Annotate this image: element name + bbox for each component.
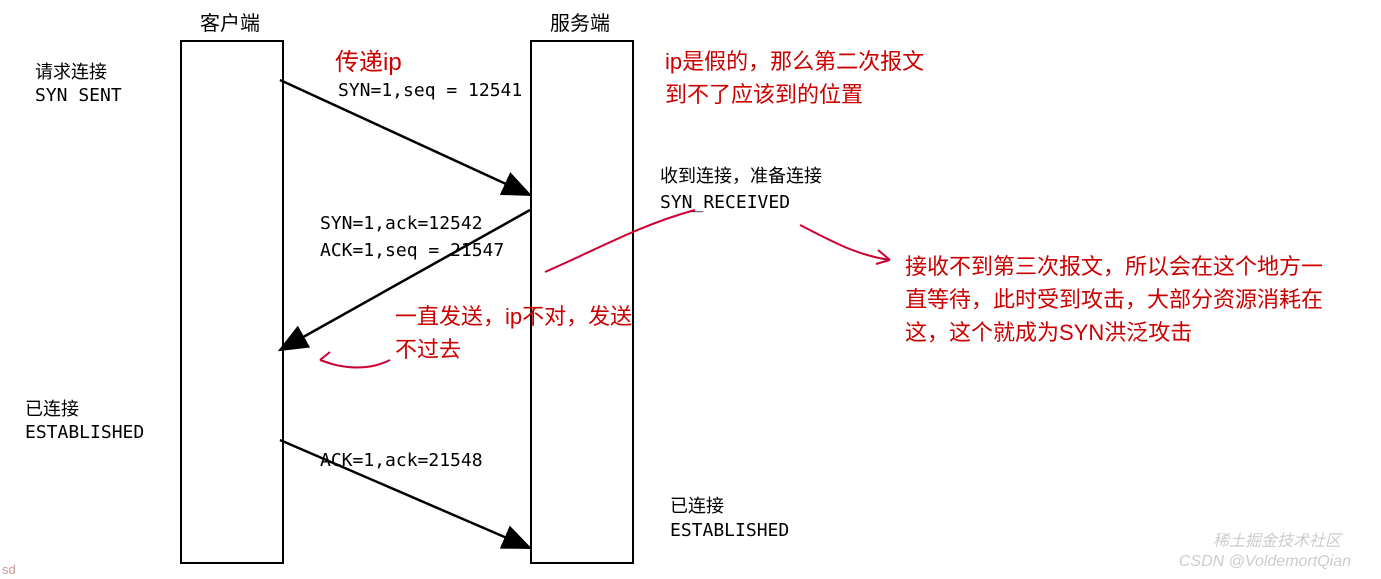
syn-flood-annotation: 接收不到第三次报文，所以会在这个地方一直等待，此时受到攻击，大部分资源消耗在这，…	[905, 250, 1335, 349]
syn-sent-label: SYN SENT	[35, 85, 122, 106]
watermark-csdn: CSDN @VoldemortQian	[1179, 553, 1351, 571]
msg1-label: SYN=1,seq = 12541	[338, 80, 522, 101]
msg2b-label: ACK=1,seq = 21547	[320, 240, 504, 261]
pass-ip-annotation: 传递ip	[335, 45, 402, 81]
msg2a-label: SYN=1,ack=12542	[320, 213, 483, 234]
received-connection-label: 收到连接，准备连接	[660, 162, 822, 188]
server-label: 服务端	[550, 7, 610, 36]
client-label: 客户端	[200, 7, 260, 36]
sd-mark: sd	[2, 562, 16, 577]
fake-ip-annotation: ip是假的，那么第二次报文到不了应该到的位置	[665, 45, 935, 111]
established-right-en: ESTABLISHED	[670, 520, 789, 541]
request-connection-label: 请求连接	[35, 58, 107, 84]
keep-send-annotation: 一直发送，ip不对，发送不过去	[395, 300, 645, 366]
established-left-en: ESTABLISHED	[25, 422, 144, 443]
syn-received-label: SYN_RECEIVED	[660, 192, 790, 213]
watermark-juejin: 稀土掘金技术社区	[1213, 527, 1341, 551]
established-right-label: 已连接	[670, 492, 724, 518]
diagram-container: { "labels": { "client": "客户端", "server":…	[0, 0, 1381, 579]
client-lifeline	[180, 40, 284, 564]
msg3-label: ACK=1,ack=21548	[320, 450, 483, 471]
established-left-label: 已连接	[25, 395, 79, 421]
